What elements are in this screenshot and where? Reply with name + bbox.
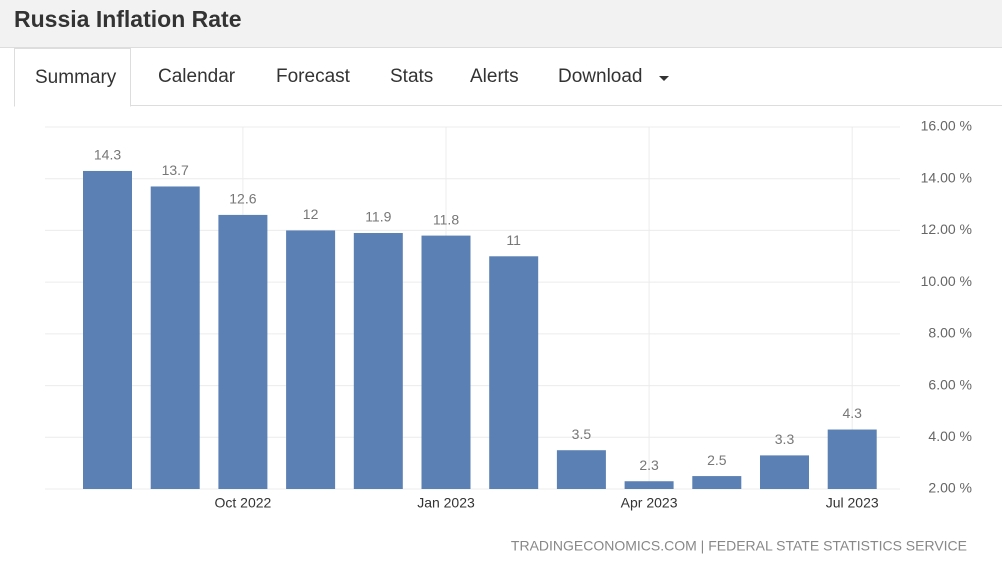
bar xyxy=(760,455,809,489)
data-label: 12 xyxy=(303,206,319,222)
y-tick-label: 12.00 % xyxy=(921,221,972,237)
dropdown-caret xyxy=(659,76,669,81)
tab[interactable]: Download xyxy=(558,66,643,87)
x-tick-label: Apr 2023 xyxy=(621,495,678,511)
data-label: 4.3 xyxy=(842,405,862,421)
bar xyxy=(827,429,877,489)
y-tick-label: 2.00 % xyxy=(928,480,972,496)
x-tick-label: Oct 2022 xyxy=(214,495,271,511)
x-tick-label: Jan 2023 xyxy=(417,495,475,511)
x-tick-label: Jul 2023 xyxy=(826,495,879,511)
bar xyxy=(150,186,200,489)
bar xyxy=(421,235,471,489)
data-label: 11.9 xyxy=(365,209,391,225)
y-tick-label: 6.00 % xyxy=(928,376,972,392)
data-label: 13.7 xyxy=(162,162,189,178)
bar xyxy=(556,450,606,489)
bar xyxy=(83,170,132,489)
bar xyxy=(353,233,403,489)
header: Russia Inflation Rate xyxy=(0,0,1002,48)
tab[interactable]: Stats xyxy=(390,66,434,87)
y-tick-label: 10.00 % xyxy=(921,273,972,289)
tab[interactable]: Calendar xyxy=(158,66,236,87)
data-label: 12.6 xyxy=(229,191,256,207)
bar xyxy=(624,481,674,489)
data-label: 11 xyxy=(506,232,521,248)
data-label: 3.5 xyxy=(572,426,592,442)
tab[interactable]: Summary xyxy=(14,48,132,107)
bar xyxy=(286,230,336,489)
data-label: 2.3 xyxy=(639,457,659,473)
tab[interactable]: Forecast xyxy=(276,66,350,87)
bar xyxy=(692,476,742,489)
page-title: Russia Inflation Rate xyxy=(14,6,242,32)
y-tick-label: 14.00 % xyxy=(921,169,972,185)
y-tick-label: 4.00 % xyxy=(928,428,972,444)
y-tick-label: 8.00 % xyxy=(928,325,972,341)
data-label: 11.8 xyxy=(433,211,459,227)
data-label: 3.3 xyxy=(775,431,795,447)
data-label: 2.5 xyxy=(707,452,727,468)
tab[interactable]: Alerts xyxy=(470,66,519,87)
bar xyxy=(489,256,539,489)
bar xyxy=(218,214,268,489)
y-tick-label: 16.00 % xyxy=(921,118,972,134)
tab-bar: Summary Calendar Forecast Stats Alerts D… xyxy=(14,48,1002,107)
source: TRADINGECONOMICS.COM | FEDERAL STATE STA… xyxy=(511,538,967,554)
data-label: 14.3 xyxy=(94,147,121,163)
